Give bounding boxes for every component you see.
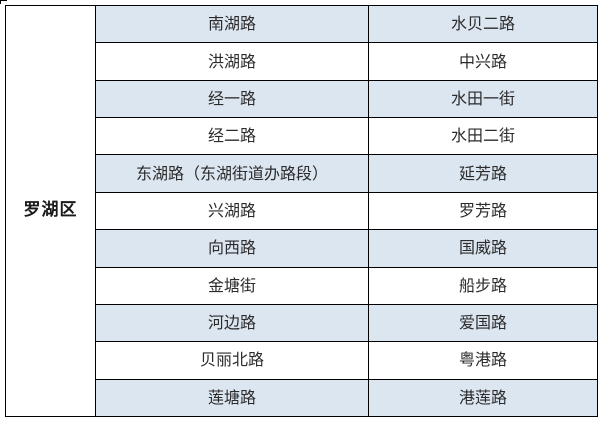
road-name-cell-secondary: 水田一街 bbox=[368, 79, 598, 119]
table-row: 金塘街 船步路 bbox=[6, 266, 598, 305]
table-row: 莲塘路 港莲路 bbox=[6, 378, 598, 418]
road-name-cell-secondary: 罗芳路 bbox=[368, 191, 598, 231]
road-name-cell-secondary: 中兴路 bbox=[368, 42, 598, 81]
road-name-cell-primary: 经二路 bbox=[95, 117, 369, 156]
road-name-cell-primary: 贝丽北路 bbox=[95, 341, 369, 380]
road-name-cell-secondary: 延芳路 bbox=[368, 154, 598, 193]
road-list-table: 罗湖区 南湖路 水贝二路 洪湖路 中兴路 经一路 水田一街 经二路 水田二街 东湖路（东湖街道办路… bbox=[5, 4, 598, 418]
table-row: 洪湖路 中兴路 bbox=[6, 42, 598, 81]
table-row: 经二路 水田二街 bbox=[6, 117, 598, 156]
road-name-cell-secondary: 爱国路 bbox=[368, 303, 598, 343]
table-row: 兴湖路 罗芳路 bbox=[6, 191, 598, 231]
road-name-cell-primary: 向西路 bbox=[95, 229, 369, 268]
table-body: 罗湖区 南湖路 水贝二路 洪湖路 中兴路 经一路 水田一街 经二路 水田二街 东湖路（东湖街道办路… bbox=[5, 4, 598, 418]
road-name-cell-primary: 经一路 bbox=[95, 79, 369, 119]
road-name-cell-primary: 河边路 bbox=[95, 303, 369, 343]
road-name-cell-primary: 莲塘路 bbox=[95, 378, 369, 418]
road-name-cell-secondary: 国威路 bbox=[368, 229, 598, 268]
table-row: 河边路 爱国路 bbox=[6, 303, 598, 343]
table-row: 罗湖区 南湖路 水贝二路 bbox=[5, 4, 598, 417]
road-name-cell-primary: 东湖路（东湖街道办路段） bbox=[95, 154, 369, 193]
road-name-cell-secondary: 港莲路 bbox=[368, 378, 598, 418]
road-name-cell-primary: 兴湖路 bbox=[95, 191, 369, 231]
road-name-cell-primary: 洪湖路 bbox=[95, 42, 369, 81]
road-name-cell-secondary: 船步路 bbox=[368, 266, 598, 305]
road-name-cell-secondary: 水贝二路 bbox=[368, 4, 598, 44]
district-cell: 罗湖区 bbox=[5, 5, 96, 417]
road-name-cell-primary: 金塘街 bbox=[95, 266, 369, 305]
road-name-cell-secondary: 粤港路 bbox=[368, 341, 598, 380]
road-name-cell-primary: 南湖路 bbox=[95, 4, 369, 44]
table-row: 东湖路（东湖街道办路段） 延芳路 bbox=[6, 154, 598, 193]
border-fragment bbox=[0, 0, 7, 4]
road-name-cell-secondary: 水田二街 bbox=[368, 117, 598, 156]
table-row: 向西路 国威路 bbox=[6, 229, 598, 268]
